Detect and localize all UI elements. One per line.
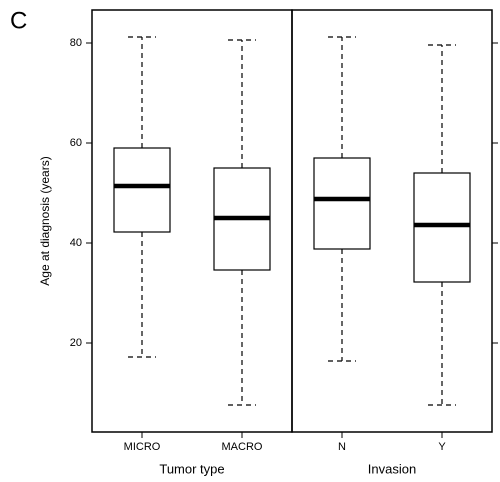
y-tick-label: 20 — [70, 337, 82, 349]
y-tick-label: 40 — [70, 237, 82, 249]
y-tick-label: 60 — [70, 137, 82, 149]
x-axis-label: Invasion — [368, 461, 416, 476]
x-tick-label: N — [338, 441, 346, 453]
box — [413, 172, 471, 283]
box — [313, 157, 371, 250]
x-tick-label: MACRO — [222, 441, 263, 453]
y-axis-label: Age at diagnosis (years) — [38, 156, 52, 285]
panel-label: C — [10, 7, 27, 34]
y-tick-label: 80 — [70, 37, 82, 49]
box — [113, 147, 171, 233]
x-tick-label: MICRO — [124, 441, 161, 453]
panel-frame — [291, 9, 493, 433]
x-axis-label: Tumor type — [159, 461, 224, 476]
x-tick-label: Y — [438, 441, 446, 453]
